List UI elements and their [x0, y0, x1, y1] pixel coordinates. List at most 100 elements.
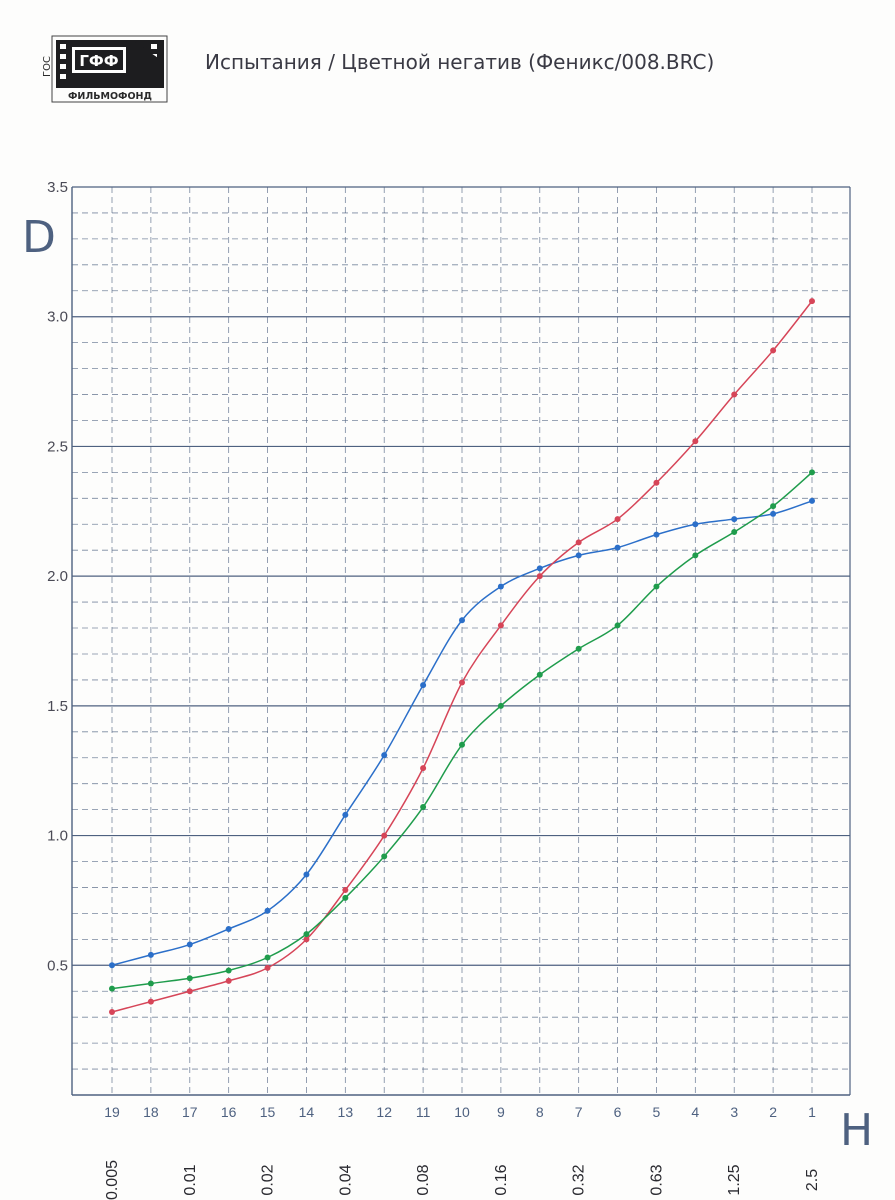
data-point	[186, 941, 193, 948]
x-step-label: 5	[653, 1104, 661, 1120]
data-point	[420, 765, 427, 772]
x-step-label: 19	[104, 1104, 120, 1120]
data-point	[264, 954, 271, 961]
logo-text-gff: ГФФ	[79, 52, 118, 70]
series-green	[109, 469, 815, 992]
data-point	[186, 988, 193, 995]
data-point	[186, 975, 193, 982]
y-tick-label: 1.0	[47, 828, 68, 845]
data-point	[809, 497, 815, 504]
data-point	[614, 516, 621, 523]
x-step-label: 7	[575, 1104, 583, 1120]
data-point	[614, 544, 621, 551]
data-point	[536, 565, 543, 572]
x-step-label: 14	[299, 1104, 315, 1120]
data-point	[770, 347, 777, 354]
data-point	[497, 583, 504, 590]
data-point	[381, 752, 388, 759]
data-point	[459, 617, 465, 624]
data-point	[536, 671, 543, 678]
data-point	[303, 931, 310, 938]
x-step-label: 15	[260, 1104, 276, 1120]
y-tick-label: 1.5	[47, 698, 68, 715]
data-point	[420, 682, 427, 689]
x-exposure-label: 1.25	[726, 1164, 743, 1195]
data-point	[303, 936, 310, 943]
x-step-label: 6	[614, 1104, 622, 1120]
data-point	[497, 702, 504, 709]
data-point	[809, 469, 815, 476]
x-exposure-label: 0.63	[648, 1164, 665, 1195]
data-point	[459, 679, 465, 686]
x-exposure-label: 0.16	[493, 1164, 510, 1195]
data-point	[147, 998, 154, 1005]
x-step-label: 1	[808, 1104, 816, 1120]
series-red	[109, 298, 815, 1015]
data-point	[109, 985, 115, 992]
gff-logo: ГФФ ГОС ФИЛЬМОФОНД	[42, 35, 168, 103]
data-point	[731, 391, 738, 398]
data-point	[109, 1008, 115, 1015]
data-point	[809, 298, 815, 305]
x-step-label: 12	[376, 1104, 392, 1120]
grid	[72, 186, 850, 1095]
data-point	[536, 573, 543, 580]
x-step-label: 18	[143, 1104, 159, 1120]
x-step-label: 17	[182, 1104, 198, 1120]
x-exposure-label: 0.08	[415, 1164, 432, 1195]
series-blue	[109, 497, 815, 969]
data-point	[575, 645, 582, 652]
x-step-label: 2	[769, 1104, 777, 1120]
x-step-label: 9	[497, 1104, 505, 1120]
logo-frame	[51, 35, 168, 103]
y-tick-label: 3.5	[47, 179, 68, 196]
logo-text-gos: ГОС	[42, 56, 53, 77]
x-step-label: 4	[691, 1104, 699, 1120]
data-point	[147, 980, 154, 987]
data-point	[731, 529, 738, 536]
y-tick-label: 2.5	[47, 438, 68, 455]
x-exposure-label: 0.01	[182, 1164, 199, 1195]
y-tick-label: 2.0	[47, 568, 68, 585]
data-point	[225, 925, 232, 932]
data-point	[692, 552, 699, 559]
y-axis-label: D	[22, 212, 56, 263]
data-point	[770, 510, 777, 517]
data-point	[342, 894, 349, 901]
x-exposure-label: 0.02	[260, 1164, 277, 1195]
y-tick-label: 0.5	[47, 957, 68, 974]
data-point	[381, 853, 388, 860]
data-point	[342, 887, 349, 894]
data-point	[109, 962, 115, 969]
data-point	[692, 521, 699, 528]
x-exposure-label: 0.005	[104, 1160, 121, 1200]
series-group	[109, 298, 815, 1015]
data-point	[575, 552, 582, 559]
data-point	[420, 804, 427, 811]
x-step-label: 8	[536, 1104, 544, 1120]
data-point	[653, 583, 660, 590]
data-point	[147, 951, 154, 958]
x-exposure-label: 0.32	[571, 1164, 588, 1195]
data-point	[653, 479, 660, 486]
data-point	[225, 977, 232, 984]
data-point	[653, 531, 660, 538]
data-point	[381, 832, 388, 839]
x-step-label: 10	[454, 1104, 470, 1120]
page-title: Испытания / Цветной негатив (Феникс/008.…	[205, 50, 715, 74]
data-point	[264, 964, 271, 971]
data-point	[342, 811, 349, 818]
x-step-label: 11	[416, 1104, 431, 1120]
data-point	[459, 741, 465, 748]
data-point	[731, 516, 738, 523]
data-point	[225, 967, 232, 974]
logo-text-filmofond: ФИЛЬМОФОНД	[68, 91, 152, 102]
data-point	[770, 503, 777, 510]
x-step-label: 16	[221, 1104, 237, 1120]
data-point	[303, 871, 310, 878]
data-point	[575, 539, 582, 546]
data-point	[692, 438, 699, 445]
